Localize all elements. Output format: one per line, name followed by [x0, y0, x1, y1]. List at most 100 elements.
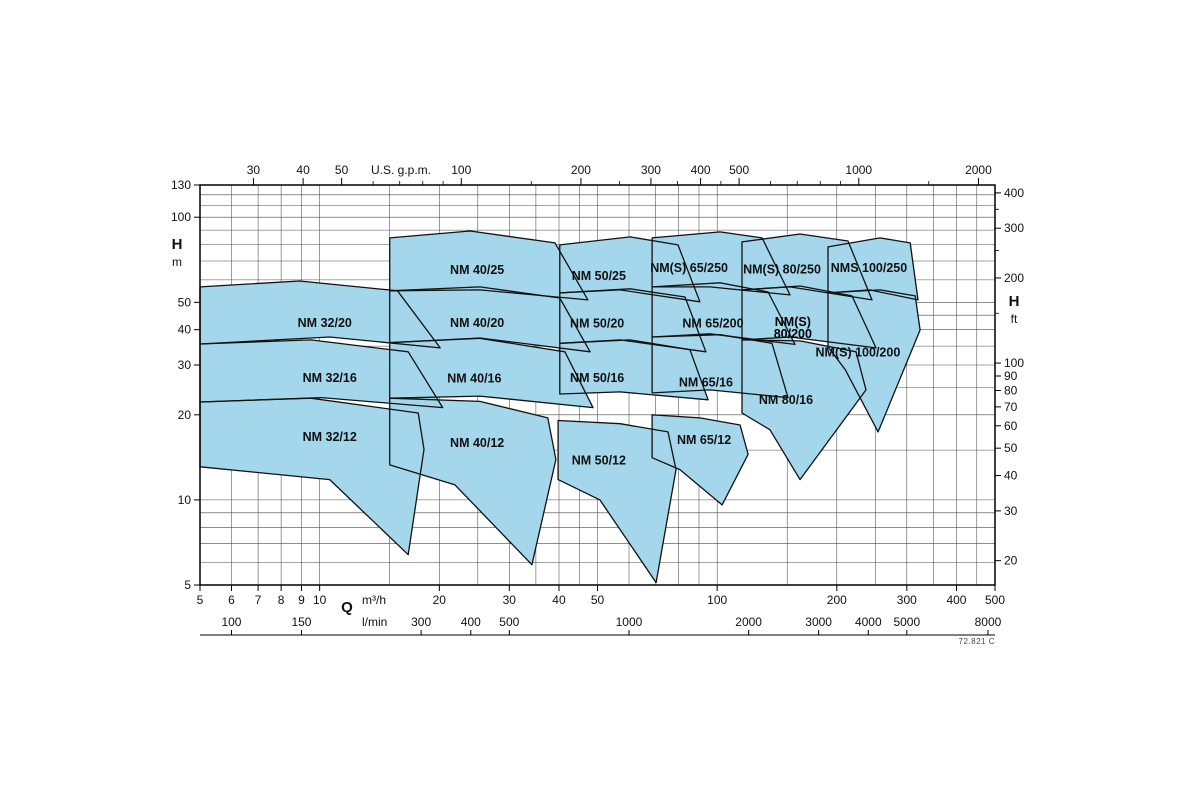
region-label-nm-50-25: NM 50/25 [572, 269, 626, 283]
drawing-number: 72.821 C [958, 637, 995, 646]
m3h-tick-label: 10 [313, 593, 327, 607]
gpm-tick-label: 300 [641, 163, 661, 177]
lmin-tick-label: 150 [291, 615, 311, 629]
lmin-tick-label: 3000 [805, 615, 832, 629]
lmin-tick-label: 100 [221, 615, 241, 629]
region-fill-nms-100-250 [828, 237, 918, 300]
region-label-nm-s-65-250: NM(S) 65/250 [650, 261, 728, 275]
axis-bottom: 5 6 7 8 9 10 20 30 40 50 100 200 300 400 500 Q m³/h l/min… [197, 585, 1005, 636]
lmin-tick-label: 500 [499, 615, 519, 629]
axis-top: 30 40 50 100 200 300 400 500 1000 2000 U.S. g.p.m. [247, 163, 992, 185]
ft-tick-label: 80 [1004, 383, 1018, 397]
region-outline-nm-40-25 [389, 230, 589, 301]
gpm-tick-label: 40 [296, 163, 310, 177]
m3h-tick-label: 30 [503, 593, 517, 607]
region-outline-nm-32-12 [199, 397, 425, 556]
m3h-tick-label: 200 [827, 593, 847, 607]
ft-tick-label: 300 [1004, 221, 1024, 235]
m-tick-label: 50 [178, 295, 192, 309]
region-fill-nm-s-100-200 [828, 289, 921, 432]
lmin-tick-label: 300 [411, 615, 431, 629]
m-tick-label: 130 [171, 178, 191, 192]
bottom-axis-unit-m3h: m³/h [362, 593, 386, 607]
region-outline-nm-65-200 [651, 282, 796, 346]
m-tick-label: 20 [178, 408, 192, 422]
region-outline-nm-40-12 [389, 397, 557, 566]
ft-tick-label: 400 [1004, 186, 1024, 200]
m3h-tick-label: 40 [552, 593, 566, 607]
m3h-tick-label: 50 [591, 593, 605, 607]
region-label-nm-50-20: NM 50/20 [570, 317, 624, 331]
right-axis-unit: ft [1011, 312, 1018, 326]
gpm-tick-label: 400 [691, 163, 711, 177]
region-fill-nm-40-12 [389, 398, 556, 565]
region-outline-nm-s-65-250 [651, 231, 791, 296]
m-tick-label: 5 [184, 578, 191, 592]
pump-region-labels: NM 32/12 NM 32/16 NM 32/20 NM 40/12 NM 40/16… [298, 261, 908, 468]
pump-region-outlines [199, 230, 921, 584]
ft-tick-label: 70 [1004, 400, 1018, 414]
m3h-tick-label: 5 [197, 593, 204, 607]
region-fill-nm-32-20 [200, 281, 441, 348]
region-outline-nm-s-80-200 [741, 285, 877, 349]
gpm-tick-label: 1000 [845, 163, 872, 177]
gpm-tick-label: 100 [451, 163, 471, 177]
region-label-nm-s-80-250: NM(S) 80/250 [743, 262, 821, 276]
bottom-axis-label: Q [341, 599, 353, 616]
ft-tick-label: 30 [1004, 504, 1018, 518]
region-outline-nm-50-25 [559, 236, 701, 303]
axis-left: 130 100 50 40 30 20 10 5 Hm [171, 178, 200, 592]
right-axis-label: H [1009, 293, 1020, 310]
region-outline-nm-40-20 [389, 286, 591, 353]
lmin-tick-label: 2000 [735, 615, 762, 629]
left-axis-unit: m [172, 255, 182, 269]
region-outline-nm-s-100-200 [827, 289, 921, 433]
region-fill-nm-40-20 [389, 286, 591, 352]
pump-region-fills [200, 231, 921, 583]
region-outline-nm-50-12 [557, 419, 677, 584]
region-label-nm-50-12: NM 50/12 [572, 453, 626, 467]
region-label-nm-s-100-200: NM(S) 100/200 [816, 346, 901, 360]
region-outline-nm-50-16 [559, 339, 709, 401]
m3h-tick-label: 8 [278, 593, 285, 607]
region-label-nm-65-16: NM 65/16 [679, 376, 733, 390]
region-label-nm-40-25: NM 40/25 [450, 263, 504, 277]
lmin-tick-label: 400 [461, 615, 481, 629]
m3h-tick-label: 300 [897, 593, 917, 607]
top-axis-unit: U.S. g.p.m. [371, 163, 431, 177]
ft-tick-label: 100 [1004, 356, 1024, 370]
ft-tick-label: 90 [1004, 369, 1018, 383]
region-fill-nm-40-25 [389, 231, 588, 300]
gpm-tick-label: 30 [247, 163, 261, 177]
m3h-tick-label: 400 [946, 593, 966, 607]
region-label-nm-32-16: NM 32/16 [303, 371, 357, 385]
m3h-tick-label: 20 [433, 593, 447, 607]
region-outline-nm-80-16 [741, 339, 867, 481]
ft-tick-label: 200 [1004, 271, 1024, 285]
m-tick-label: 100 [171, 210, 191, 224]
lmin-tick-label: 4000 [855, 615, 882, 629]
region-outline-nm-65-12 [651, 414, 749, 506]
ft-tick-label: 50 [1004, 441, 1018, 455]
lmin-tick-label: 5000 [893, 615, 920, 629]
left-axis-label: H [172, 236, 183, 253]
region-fill-nm-40-16 [389, 338, 593, 408]
region-outline-nm-s-80-250 [741, 233, 873, 301]
m3h-tick-label: 6 [228, 593, 235, 607]
m3h-tick-label: 9 [298, 593, 305, 607]
region-label-nm-32-12: NM 32/12 [303, 430, 357, 444]
region-fill-nm-80-16 [742, 339, 866, 480]
region-label-nms-100-250: NMS 100/250 [831, 261, 907, 275]
m3h-tick-label: 100 [707, 593, 727, 607]
region-fill-nm-65-12 [652, 414, 749, 505]
region-label-nm-80-16: NM 80/16 [759, 393, 813, 407]
gpm-tick-label: 500 [729, 163, 749, 177]
lmin-tick-label: 8000 [975, 615, 1002, 629]
ft-tick-label: 20 [1004, 554, 1018, 568]
m-tick-label: 10 [178, 493, 192, 507]
region-label-nm-50-16: NM 50/16 [570, 371, 624, 385]
